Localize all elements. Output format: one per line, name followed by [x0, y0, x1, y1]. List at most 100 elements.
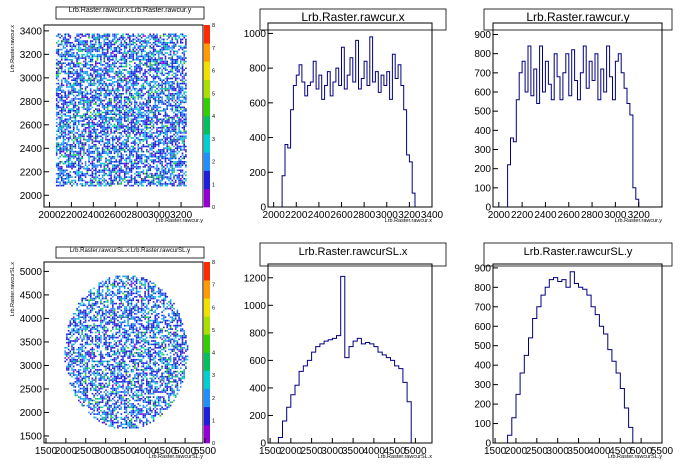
heatmap-cell	[142, 57, 145, 59]
heatmap-cell	[84, 314, 87, 317]
heatmap-cell	[74, 103, 77, 105]
heatmap-cell	[123, 59, 126, 61]
heatmap-cell	[113, 93, 116, 95]
heatmap-cell	[100, 86, 102, 88]
heatmap-cell	[118, 172, 121, 175]
heatmap-cell	[142, 115, 145, 117]
heatmap-cell	[95, 74, 97, 76]
heatmap-cell	[71, 340, 73, 342]
heatmap-cell	[123, 74, 126, 76]
heatmap-cell	[164, 164, 167, 166]
heatmap-cell	[89, 96, 92, 98]
heatmap-cell	[113, 72, 116, 75]
heatmap-cell	[93, 47, 95, 49]
heatmap-cell	[91, 125, 94, 127]
heatmap-cell	[183, 145, 185, 148]
heatmap-cell	[91, 64, 94, 66]
heatmap-cell	[110, 169, 112, 172]
heatmap-cell	[154, 50, 157, 53]
heatmap-cell	[127, 128, 129, 131]
heatmap-cell	[103, 111, 106, 114]
heatmap-cell	[144, 138, 146, 141]
heatmap-cell	[171, 98, 174, 100]
heatmap-cell	[140, 128, 143, 131]
heatmap-cell	[125, 171, 128, 173]
heatmap-cell	[81, 404, 83, 407]
heatmap-cell	[89, 183, 92, 185]
heatmap-cell	[88, 352, 90, 354]
heatmap-cell	[176, 176, 179, 178]
heatmap-cell	[81, 43, 83, 46]
heatmap-cell	[115, 142, 117, 144]
heatmap-cell	[176, 137, 179, 139]
heatmap-cell	[137, 52, 140, 54]
heatmap-cell	[137, 132, 140, 134]
heatmap-cell	[55, 130, 58, 132]
heatmap-cell	[113, 89, 116, 92]
heatmap-cell	[105, 106, 107, 109]
heatmap-cell	[125, 162, 128, 165]
heatmap-cell	[78, 352, 80, 354]
heatmap-cell	[113, 171, 116, 173]
heatmap-cell	[127, 138, 129, 141]
heatmap-cell	[123, 166, 126, 168]
heatmap-cell	[115, 33, 117, 36]
heatmap-cell	[176, 147, 179, 149]
heatmap-cell	[142, 172, 145, 175]
heatmap-cell	[96, 154, 99, 156]
heatmap-cell	[149, 84, 151, 87]
heatmap-cell	[69, 372, 72, 375]
heatmap-cell	[185, 171, 187, 173]
heatmap-cell	[164, 137, 167, 139]
heatmap-cell	[103, 106, 106, 109]
y-tick-label: 800	[249, 64, 266, 75]
heatmap-cell	[176, 55, 179, 58]
heatmap-cell	[78, 377, 80, 380]
heatmap-cell	[74, 38, 77, 41]
heatmap-cell	[144, 125, 146, 127]
histogram-bin	[528, 46, 531, 207]
heatmap-cell	[135, 69, 138, 71]
heatmap-cell	[95, 133, 97, 136]
heatmap-cell	[185, 145, 187, 148]
heatmap-cell	[178, 137, 180, 139]
heatmap-cell	[120, 144, 123, 146]
heatmap-cell	[81, 348, 83, 351]
heatmap-cell	[120, 106, 123, 109]
heatmap-cell	[105, 53, 107, 56]
heatmap-cell	[159, 118, 162, 121]
heatmap-cell	[84, 311, 87, 313]
heatmap-cell	[81, 79, 83, 81]
heatmap-cell	[72, 135, 75, 138]
heatmap-cell	[64, 59, 66, 61]
heatmap-cell	[151, 47, 153, 49]
heatmap-cell	[81, 144, 83, 146]
heatmap-cell	[66, 111, 68, 114]
heatmap-cell	[144, 135, 146, 138]
heatmap-cell	[185, 121, 187, 124]
heatmap-cell	[96, 104, 99, 107]
heatmap-cell	[166, 94, 168, 97]
heatmap-cell	[79, 375, 82, 378]
heatmap-cell	[55, 108, 58, 110]
heatmap-cell	[144, 98, 146, 100]
heatmap-cell	[86, 362, 89, 364]
heatmap-cell	[181, 47, 184, 49]
heatmap-cell	[154, 67, 157, 70]
heatmap-cell	[130, 137, 133, 139]
heatmap-cell	[154, 154, 157, 156]
heatmap-cell	[151, 147, 153, 149]
heatmap-cell	[100, 35, 102, 37]
title-box	[55, 246, 205, 259]
heatmap-cell	[103, 169, 106, 172]
heatmap-cell	[173, 183, 175, 185]
heatmap-cell	[173, 154, 175, 156]
heatmap-cell	[69, 108, 72, 110]
heatmap-cell	[163, 150, 165, 153]
heatmap-cell	[154, 167, 157, 170]
heatmap-cell	[183, 93, 185, 95]
heatmap-cell	[69, 118, 72, 121]
heatmap-cell	[174, 125, 177, 127]
heatmap-cell	[79, 372, 82, 375]
heatmap-cell	[137, 161, 140, 163]
